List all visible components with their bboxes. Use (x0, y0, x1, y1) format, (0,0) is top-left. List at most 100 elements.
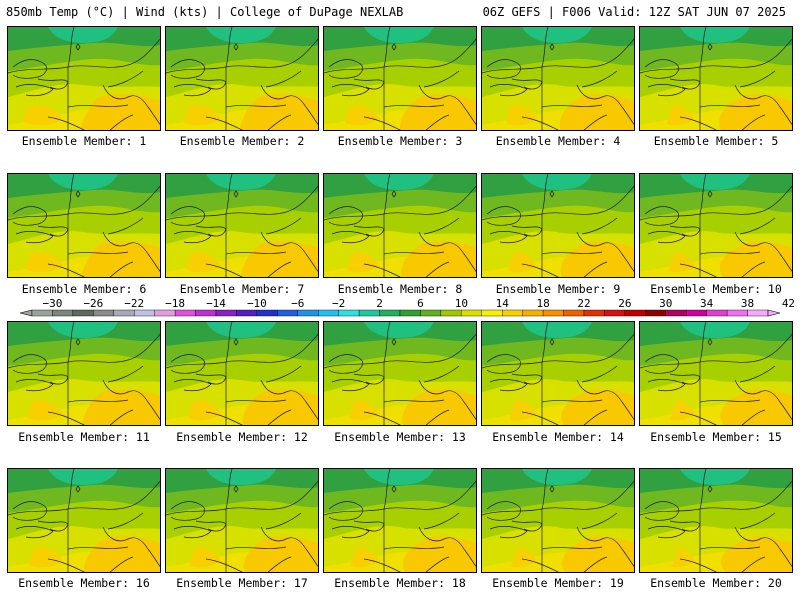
ensemble-member-label: Ensemble Member: 12 (176, 430, 308, 444)
colorbar-right-arrow (767, 309, 781, 317)
colorbar-swatch (522, 309, 544, 317)
ensemble-map-panel (323, 26, 477, 131)
colorbar-swatch (256, 309, 278, 317)
ensemble-map-panel (7, 26, 161, 131)
colorbar-swatch (420, 309, 442, 317)
ensemble-member-label: Ensemble Member: 17 (176, 576, 308, 590)
colorbar-swatch (624, 309, 646, 317)
ensemble-member-label: Ensemble Member: 10 (650, 282, 782, 296)
ensemble-member-label: Ensemble Member: 4 (495, 134, 621, 148)
colorbar-swatch (686, 309, 707, 317)
ensemble-member-label: Ensemble Member: 16 (18, 576, 150, 590)
colorbar-swatch (318, 309, 339, 317)
run-valid-time: 06Z GEFS | F006 Valid: 12Z SAT JUN 07 20… (482, 5, 786, 19)
colorbar-swatch (645, 309, 666, 317)
colorbar-swatch (358, 309, 380, 317)
colorbar-tick-label: 18 (536, 297, 549, 310)
colorbar-tick-label: 38 (741, 297, 754, 310)
colorbar-tick-label: 6 (417, 297, 424, 310)
colorbar-tick-label: −10 (247, 297, 267, 310)
ensemble-map-panel (639, 321, 793, 426)
colorbar-swatch (502, 309, 523, 317)
colorbar-swatch (604, 309, 626, 317)
ensemble-member-label: Ensemble Member: 15 (650, 430, 782, 444)
ensemble-member-label: Ensemble Member: 19 (492, 576, 624, 590)
colorbar-swatch (583, 309, 605, 317)
colorbar-swatch (72, 309, 94, 317)
ensemble-member-label: Ensemble Member: 2 (179, 134, 305, 148)
ensemble-member-label: Ensemble Member: 9 (495, 282, 621, 296)
colorbar-swatch (154, 309, 176, 317)
colorbar-tick-label: 14 (496, 297, 510, 310)
colorbar-left-arrow (19, 309, 33, 317)
colorbar-tick-label: −14 (206, 297, 226, 310)
colorbar-swatch (461, 309, 482, 317)
colorbar-tick-label: −26 (83, 297, 103, 310)
ensemble-map-panel (7, 468, 161, 573)
colorbar-swatch (747, 309, 769, 317)
colorbar-swatch (52, 309, 74, 317)
colorbar-swatch (542, 309, 564, 317)
colorbar-tick-label: −2 (332, 297, 345, 310)
ensemble-member-label: Ensemble Member: 6 (21, 282, 147, 296)
ensemble-member-label: Ensemble Member: 20 (650, 576, 782, 590)
colorbar-swatch (481, 309, 503, 317)
colorbar-swatch (113, 309, 135, 317)
colorbar-tick-label: 30 (659, 297, 672, 310)
ensemble-map-panel (165, 321, 319, 426)
ensemble-map-panel (639, 468, 793, 573)
ensemble-map-panel (639, 26, 793, 131)
ensemble-member-label: Ensemble Member: 5 (653, 134, 779, 148)
colorbar-swatch (379, 309, 401, 317)
colorbar-swatch (93, 309, 114, 317)
ensemble-map-panel (481, 468, 635, 573)
ensemble-member-label: Ensemble Member: 18 (334, 576, 466, 590)
colorbar-tick-label: −30 (43, 297, 63, 310)
ensemble-map-panel (323, 173, 477, 278)
colorbar-tick-label: 42 (782, 297, 795, 310)
ensemble-member-label: Ensemble Member: 11 (18, 430, 150, 444)
ensemble-map-panel (165, 26, 319, 131)
ensemble-map-panel (323, 468, 477, 573)
colorbar-swatch (440, 309, 462, 317)
ensemble-member-label: Ensemble Member: 7 (179, 282, 305, 296)
ensemble-member-label: Ensemble Member: 8 (337, 282, 463, 296)
colorbar-tick-label: −6 (291, 297, 304, 310)
ensemble-member-label: Ensemble Member: 1 (21, 134, 147, 148)
colorbar-tick-label: 22 (577, 297, 590, 310)
ensemble-map-panel (7, 321, 161, 426)
ensemble-member-label: Ensemble Member: 3 (337, 134, 463, 148)
map-title: 850mb Temp (°C) | Wind (kts) | College o… (6, 5, 404, 19)
colorbar-swatch (134, 309, 155, 317)
colorbar-tick-label: −22 (124, 297, 144, 310)
colorbar-tick-label: 10 (455, 297, 468, 310)
ensemble-member-label: Ensemble Member: 14 (492, 430, 624, 444)
colorbar-swatch (215, 309, 237, 317)
colorbar-tick-label: −18 (165, 297, 185, 310)
colorbar-tick-label: 34 (700, 297, 714, 310)
colorbar-swatch (399, 309, 421, 317)
colorbar-swatch (665, 309, 687, 317)
colorbar-swatch (195, 309, 217, 317)
ensemble-map-panel (481, 321, 635, 426)
ensemble-member-label: Ensemble Member: 13 (334, 430, 466, 444)
ensemble-map-panel (481, 173, 635, 278)
colorbar-swatch (174, 309, 196, 317)
ensemble-map-panel (481, 26, 635, 131)
colorbar-swatch (297, 309, 319, 317)
colorbar-tick-label: 2 (376, 297, 383, 310)
ensemble-map-panel (639, 173, 793, 278)
colorbar-swatch (236, 309, 258, 317)
temperature-colorbar: −30 −26 −22 −18 −14 −10 −6 −2 2 6 10 14 18 22 26 30 34 38… (19, 297, 795, 317)
ensemble-map-panel (165, 468, 319, 573)
colorbar-swatch (277, 309, 298, 317)
colorbar-swatch (338, 309, 360, 317)
ensemble-map-panel (323, 321, 477, 426)
colorbar-swatch (563, 309, 585, 317)
colorbar-swatch (726, 309, 748, 317)
colorbar-swatch (31, 309, 53, 317)
colorbar-swatch (706, 309, 728, 317)
ensemble-map-panel (165, 173, 319, 278)
colorbar-tick-label: 26 (618, 297, 631, 310)
ensemble-map-panel (7, 173, 161, 278)
